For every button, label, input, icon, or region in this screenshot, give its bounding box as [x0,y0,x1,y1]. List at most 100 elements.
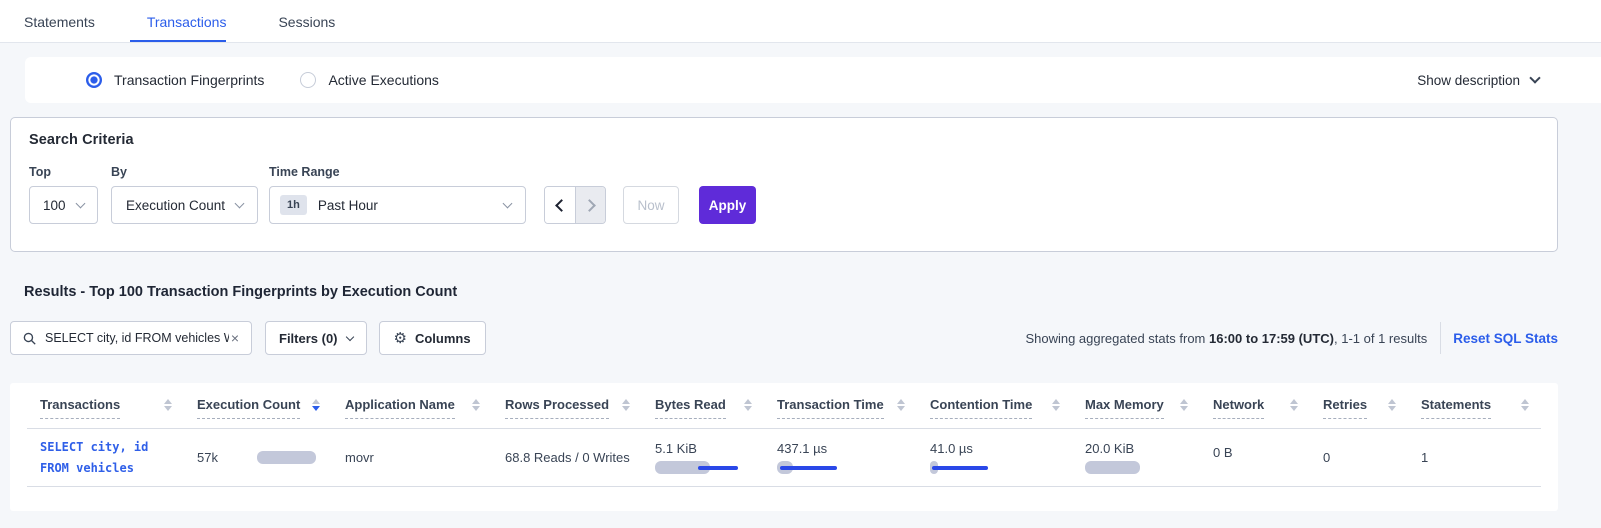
filters-button[interactable]: Filters (0) [265,321,367,355]
search-input[interactable] [45,331,229,345]
transaction-time-bar [777,461,837,474]
apply-button[interactable]: Apply [699,186,756,224]
column-header-contention-time[interactable]: Contention Time [917,397,1072,428]
show-description-toggle[interactable]: Show description [1417,72,1541,88]
sql-line-1: SELECT city, id [40,439,149,454]
filters-button-label: Filters (0) [279,330,338,346]
cell-max-memory: 20.0 KiB [1072,429,1200,486]
stats-time-range: 16:00 to 17:59 (UTC) [1209,330,1334,346]
tab-sessions[interactable]: Sessions [278,14,336,30]
top-select-value: 100 [43,197,66,213]
stats-prefix: Showing aggregated stats from [1025,330,1209,346]
tab-transactions[interactable]: Transactions [129,2,226,42]
results-toolbar: × Filters (0) ⚙ Columns Showing aggregat… [10,321,1558,355]
column-header-rows-processed[interactable]: Rows Processed [492,397,642,428]
aggregated-stats-text: Showing aggregated stats from 16:00 to 1… [1025,331,1427,346]
by-label: By [111,165,127,179]
sort-desc-icon [312,399,320,411]
radio-active-executions[interactable] [300,72,317,88]
execution-count-bar [256,451,316,464]
sort-icon [622,399,630,411]
search-criteria-title: Search Criteria [29,132,134,148]
time-next-button[interactable] [575,187,605,223]
transaction-time-value: 437.1 µs [777,441,828,456]
time-range-field: Time Range 1h Past Hour [269,165,526,224]
column-header-network[interactable]: Network [1200,397,1310,428]
top-tabs-bar: Statements Transactions Sessions [0,0,1601,43]
max-memory-value: 20.0 KiB [1085,441,1135,456]
view-mode-strip: Transaction Fingerprints Active Executio… [25,57,1601,103]
time-range-label: Time Range [269,165,340,179]
view-mode-radio-group: Transaction Fingerprints Active Executio… [86,72,439,88]
now-button[interactable]: Now [623,186,679,224]
results-heading: Results - Top 100 Transaction Fingerprin… [24,284,458,300]
cell-application-name: movr [332,429,492,486]
search-box: × [10,321,252,355]
cell-transaction: SELECT city, id FROM vehicles [27,429,184,486]
top-field: Top 100 [29,165,98,224]
contention-time-bar [930,461,988,474]
time-nav-arrows [544,186,606,224]
columns-button[interactable]: ⚙ Columns [378,321,486,355]
time-prev-button[interactable] [545,187,575,223]
sort-icon [1290,399,1298,411]
search-criteria-card: Search Criteria Top 100 By Execution Cou… [10,117,1558,252]
sort-icon [164,399,172,411]
column-header-application-name[interactable]: Application Name [332,397,492,428]
network-value: 0 B [1213,445,1233,460]
column-header-retries[interactable]: Retries [1310,397,1408,428]
sort-icon [1388,399,1396,411]
by-field: By Execution Count [111,165,258,224]
sql-line-2: FROM vehicles [40,460,134,475]
by-select[interactable]: Execution Count [111,186,258,224]
reset-sql-stats-link[interactable]: Reset SQL Stats [1453,330,1558,346]
execution-count-value: 57k [197,450,218,465]
top-select[interactable]: 100 [29,186,98,224]
by-select-value: Execution Count [126,197,226,213]
sort-icon [1521,399,1529,411]
cell-retries: 0 [1310,429,1408,486]
retries-value: 0 [1323,450,1331,465]
toolbar-divider [1440,322,1442,354]
cell-rows-processed: 68.8 Reads / 0 Writes [492,429,642,486]
sort-icon [1052,399,1060,411]
rows-processed-value: 68.8 Reads / 0 Writes [505,450,630,465]
column-header-transactions[interactable]: Transactions [27,397,184,428]
time-range-select[interactable]: 1h Past Hour [269,186,526,224]
contention-time-value: 41.0 µs [930,441,973,456]
radio-transaction-fingerprints[interactable] [86,72,102,88]
clear-search-icon[interactable]: × [230,330,239,346]
table-row: SELECT city, id FROM vehicles 57k movr 6… [27,429,1541,487]
search-icon [23,332,36,345]
radio-transaction-fingerprints-label: Transaction Fingerprints [114,72,265,88]
max-memory-bar [1085,461,1140,474]
application-name-value: movr [345,450,374,465]
bytes-read-bar [655,461,738,474]
chevron-down-icon [1529,72,1541,84]
results-table: Transactions Execution Count Application… [10,383,1558,511]
column-header-execution-count[interactable]: Execution Count [184,397,332,428]
top-label: Top [29,165,51,179]
chevron-down-icon [345,332,354,342]
table-header-row: Transactions Execution Count Application… [27,383,1541,429]
column-header-max-memory[interactable]: Max Memory [1072,397,1200,428]
radio-active-executions-label: Active Executions [328,72,439,88]
sort-icon [1180,399,1188,411]
cell-transaction-time: 437.1 µs [764,429,917,486]
gear-icon: ⚙ [393,328,407,347]
column-header-bytes-read[interactable]: Bytes Read [642,397,764,428]
column-header-transaction-time[interactable]: Transaction Time [764,397,917,428]
columns-button-label: Columns [414,330,471,346]
cell-contention-time: 41.0 µs [917,429,1072,486]
sort-icon [897,399,905,411]
cell-statements: 1 [1408,429,1541,486]
chevron-down-icon [502,198,513,208]
chevron-down-icon [234,198,245,208]
column-header-statements[interactable]: Statements [1408,397,1541,428]
transaction-fingerprint-link[interactable]: SELECT city, id FROM vehicles [40,437,148,479]
sort-icon [744,399,752,411]
stats-suffix: , 1-1 of 1 results [1333,330,1428,346]
time-range-value: Past Hour [317,197,378,213]
show-description-label: Show description [1417,72,1520,88]
tab-statements[interactable]: Statements [24,14,95,30]
